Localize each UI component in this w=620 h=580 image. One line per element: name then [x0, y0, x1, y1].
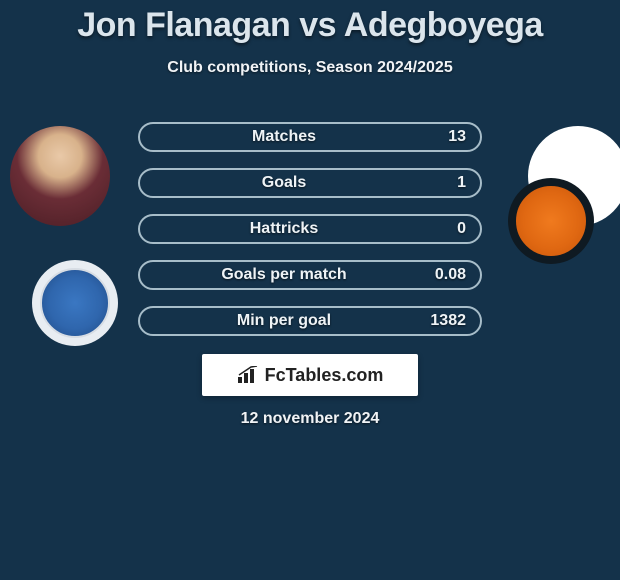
stat-row: Hattricks 0	[138, 214, 482, 244]
stat-label: Goals per match	[140, 266, 428, 284]
player-left-avatar	[10, 126, 110, 226]
stat-row: Matches 13	[138, 122, 482, 152]
site-logo-text: FcTables.com	[265, 365, 384, 386]
stat-value-right: 1382	[428, 312, 466, 330]
stat-value-right: 0	[428, 220, 466, 238]
stat-value-right: 1	[428, 174, 466, 192]
site-logo[interactable]: FcTables.com	[202, 354, 418, 396]
stat-label: Min per goal	[140, 312, 428, 330]
chart-icon	[237, 366, 259, 384]
stats-list: Matches 13 Goals 1 Hattricks 0 Goals per…	[138, 122, 482, 336]
stat-label: Matches	[140, 128, 428, 146]
stat-label: Goals	[140, 174, 428, 192]
page-title: Jon Flanagan vs Adegboyega	[0, 0, 620, 45]
subtitle: Club competitions, Season 2024/2025	[0, 59, 620, 77]
club-left-badge	[32, 260, 118, 346]
stat-row: Goals 1	[138, 168, 482, 198]
stat-row: Goals per match 0.08	[138, 260, 482, 290]
stat-value-right: 13	[428, 128, 466, 146]
club-right-badge	[508, 178, 594, 264]
date-label: 12 november 2024	[0, 410, 620, 428]
stat-value-right: 0.08	[428, 266, 466, 284]
stat-row: Min per goal 1382	[138, 306, 482, 336]
stat-label: Hattricks	[140, 220, 428, 238]
